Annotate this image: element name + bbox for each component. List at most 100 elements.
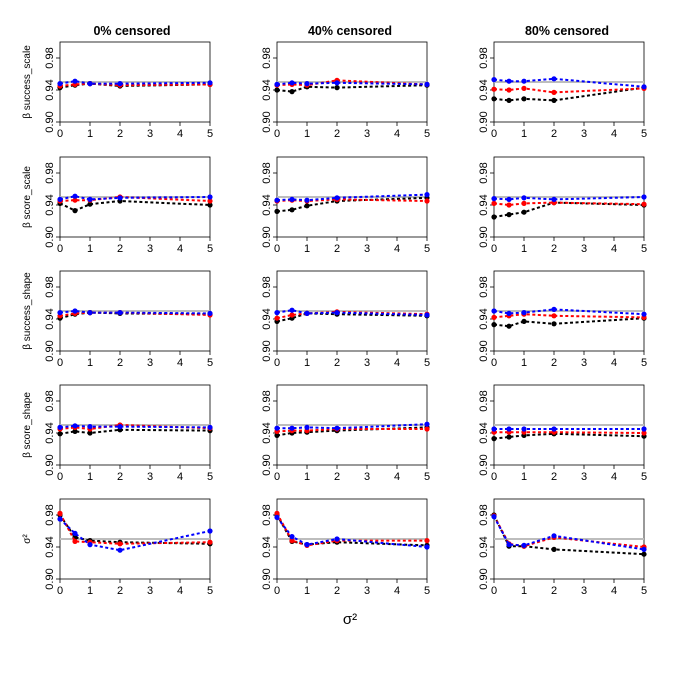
y-tick-label: 0.94 [44,536,56,557]
data-point-blue [304,310,310,316]
y-tick-label: 0.98 [44,162,56,183]
panel-2-3: 0 1 2 3 4 5 0.90 0.94 0.98 [478,156,647,255]
data-point-black [274,87,280,93]
data-point-red [207,539,213,545]
data-point-black [274,432,280,438]
x-tick-label: 1 [521,128,527,140]
data-point-red [521,85,527,91]
data-point-black [334,85,340,91]
y-tick-label: 0.98 [261,47,273,68]
x-tick-label: 0 [57,357,63,369]
x-tick-label: 1 [521,357,527,369]
y-tick-label: 0.94 [261,536,273,557]
y-tick-label: 0.94 [44,422,56,443]
y-tick-label: 0.94 [478,422,490,443]
data-point-blue [57,516,63,522]
data-point-black [289,207,295,213]
x-tick-label: 3 [581,357,587,369]
panel-3-3: 0 1 2 3 4 5 0.90 0.94 0.98 [478,270,647,369]
x-tick-label: 3 [364,357,370,369]
x-tick-label: 5 [424,128,430,140]
data-point-blue [117,424,123,430]
series-line-blue [59,195,211,201]
panel-5-3: 0 1 2 3 4 5 0.90 0.94 0.98 [478,498,647,597]
data-point-blue [491,77,497,83]
x-tick-label: 2 [334,471,340,483]
x-tick-label: 4 [177,128,183,140]
data-point-blue [521,195,527,201]
data-point-blue [207,528,213,534]
data-point-blue [641,311,647,317]
x-tick-label: 5 [424,243,430,255]
data-point-blue [506,310,512,316]
data-point-blue [57,81,63,87]
x-tick-label: 4 [394,471,400,483]
x-tick-label: 3 [581,585,587,597]
data-point-blue [117,81,123,87]
y-tick-label: 0.98 [478,390,490,411]
x-tick-label: 2 [551,471,557,483]
data-point-red [551,313,557,319]
x-tick-label: 2 [334,243,340,255]
panel-2-1: 0 1 2 3 4 5 0.90 0.94 0.98 β score_scale [22,156,213,255]
data-point-blue [72,308,78,314]
x-tick-label: 1 [521,471,527,483]
series-line-blue [493,516,645,551]
data-point-red [506,202,512,208]
x-tick-label: 3 [147,471,153,483]
x-tick-label: 4 [611,243,617,255]
panel-5-1: 0 1 2 3 4 5 0.90 0.94 0.98 σ² [22,498,213,597]
data-point-red [506,87,512,93]
data-point-red [274,510,280,516]
x-tick-label: 0 [274,243,280,255]
data-point-blue [304,424,310,430]
data-point-blue [72,193,78,199]
data-point-blue [289,196,295,202]
x-tick-label: 1 [304,471,310,483]
data-point-blue [521,426,527,432]
x-tick-label: 2 [117,357,123,369]
x-tick-label: 4 [177,243,183,255]
series-line-red [493,515,645,548]
y-tick-label: 0.98 [44,390,56,411]
x-tick-label: 3 [147,585,153,597]
data-point-red [289,312,295,318]
x-tick-label: 3 [364,243,370,255]
row-label-3: β success_shape [22,272,33,350]
x-tick-label: 0 [491,128,497,140]
x-tick-label: 1 [304,243,310,255]
data-point-black [57,431,63,437]
x-tick-label: 3 [581,243,587,255]
x-tick-label: 0 [57,471,63,483]
data-point-black [551,97,557,103]
data-point-black [87,430,93,436]
series-line-blue [59,518,211,552]
data-point-blue [72,423,78,429]
panel-3-2: 0 1 2 3 4 5 0.90 0.94 0.98 [261,270,430,369]
data-point-blue [521,310,527,316]
data-point-blue [506,542,512,548]
y-tick-label: 0.98 [478,276,490,297]
data-point-black [551,546,557,553]
panel-5-2: 0 1 2 3 4 5 0.90 0.94 0.98 [261,498,430,597]
data-point-black [506,323,512,329]
y-tick-label: 0.94 [44,194,56,215]
data-point-blue [207,194,213,200]
x-tick-label: 1 [521,585,527,597]
x-tick-label: 5 [424,357,430,369]
x-tick-label: 5 [207,357,213,369]
x-tick-label: 1 [304,585,310,597]
x-tick-label: 0 [57,243,63,255]
x-tick-label: 0 [491,357,497,369]
x-tick-label: 4 [611,357,617,369]
data-point-blue [207,424,213,430]
column-title-0: 0% censored [93,24,170,38]
series-line-black [276,84,428,93]
x-tick-label: 5 [641,585,647,597]
x-tick-label: 2 [117,243,123,255]
data-point-blue [506,426,512,432]
data-point-blue [334,80,340,86]
y-tick-label: 0.90 [44,111,56,132]
data-point-black [506,212,512,218]
y-tick-label: 0.90 [261,340,273,361]
